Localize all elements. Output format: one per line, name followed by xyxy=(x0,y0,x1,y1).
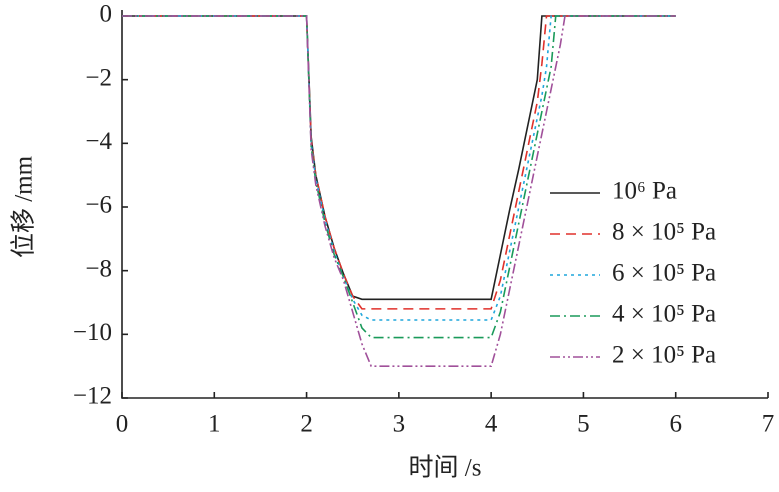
x-tick-label: 2 xyxy=(300,411,313,438)
x-tick-label: 4 xyxy=(485,411,498,438)
y-tick-label: −2 xyxy=(85,64,112,91)
x-tick-label: 3 xyxy=(393,411,406,438)
series-line xyxy=(122,15,676,339)
y-tick-label: −8 xyxy=(85,255,112,282)
y-axis-label: 位移 /mm xyxy=(10,155,38,258)
x-axis-label: 时间 /s xyxy=(409,454,482,482)
legend-label: 10⁶ Pa xyxy=(612,178,677,205)
legend-box xyxy=(546,171,768,380)
x-tick-label: 1 xyxy=(208,411,221,438)
x-tick-label: 7 xyxy=(762,411,775,438)
y-tick-label: −12 xyxy=(73,383,112,410)
x-tick-label: 5 xyxy=(577,411,590,438)
legend-label: 2 × 10⁵ Pa xyxy=(612,342,716,369)
x-tick-label: 0 xyxy=(116,411,129,438)
y-tick-label: −10 xyxy=(73,319,112,346)
legend-label: 8 × 10⁵ Pa xyxy=(612,219,716,246)
y-tick-label: −6 xyxy=(85,192,112,219)
legend-label: 4 × 10⁵ Pa xyxy=(612,301,716,328)
legend-label: 6 × 10⁵ Pa xyxy=(612,260,716,287)
series-line xyxy=(122,15,676,367)
x-tick-label: 6 xyxy=(669,411,682,438)
y-tick-label: 0 xyxy=(100,1,113,28)
y-tick-label: −4 xyxy=(85,128,112,155)
